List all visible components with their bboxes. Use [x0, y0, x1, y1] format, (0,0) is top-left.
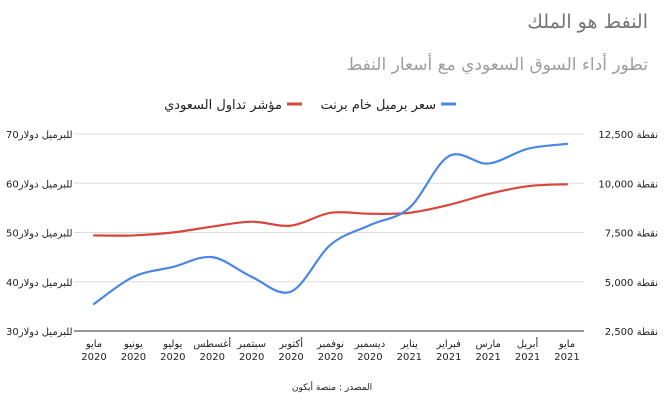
right-tick-label: 10,000 نقطة — [598, 179, 658, 190]
x-tick-label-year: 2020 — [278, 352, 303, 363]
series-line-brent — [92, 142, 569, 306]
x-tick-label-month: مايو — [558, 339, 575, 350]
x-tick-label-month: مايو — [85, 339, 102, 350]
legend-label-brent: سعر برميل خام برنت — [321, 98, 436, 113]
x-tick-label-year: 2020 — [200, 352, 225, 363]
plot-area — [92, 142, 569, 306]
x-tick-label-year: 2020 — [239, 352, 264, 363]
x-tick-label-month: يوليو — [162, 339, 182, 350]
left-axis: للبرميل دولار30 للبرميل دولار40 للبرميل دو… — [6, 130, 73, 338]
x-tick-label-month: أبريل — [517, 337, 539, 350]
x-tick-label-year: 2020 — [160, 352, 185, 363]
x-tick-label-month: سبتمبر — [236, 339, 266, 350]
legend-label-tasi: مؤشر تداول السعودي — [164, 98, 282, 113]
right-tick-label: 12,500 نقطة — [598, 130, 658, 141]
legend-item-brent: سعر برميل خام برنت — [321, 98, 456, 113]
x-tick-label-month: يناير — [400, 339, 418, 350]
x-tick-label-month: فبراير — [436, 339, 462, 350]
x-tick-label-year: 2020 — [357, 352, 382, 363]
right-tick-label: 5,000 نقطة — [605, 278, 658, 289]
right-tick-label: 2,500 نقطة — [605, 327, 658, 338]
gridlines — [74, 133, 584, 283]
x-tick-label-month: ديسمبر — [354, 339, 385, 350]
right-axis: 2,500 نقطة 5,000 نقطة 7,500 نقطة 10,000 نقط… — [598, 130, 658, 338]
x-tick-label-year: 2021 — [554, 352, 579, 363]
x-tick-label-month: نوفمبر — [316, 339, 344, 350]
legend-item-tasi: مؤشر تداول السعودي — [164, 98, 302, 113]
series-line-tasi — [92, 183, 569, 237]
left-tick-label: للبرميل دولار40 — [6, 278, 73, 289]
x-tick-label-year: 2020 — [318, 352, 343, 363]
left-tick-label: للبرميل دولار30 — [6, 327, 73, 338]
x-tick-label-month: مارس — [475, 339, 500, 350]
left-tick-label: للبرميل دولار50 — [6, 229, 73, 240]
right-tick-label: 7,500 نقطة — [605, 229, 658, 240]
x-tick-label-month: أغسطس — [193, 337, 231, 350]
x-tick-label-year: 2021 — [515, 352, 540, 363]
x-tick-label-year: 2020 — [81, 352, 106, 363]
x-tick-label-month: يونيو — [123, 339, 143, 350]
left-tick-label: للبرميل دولار60 — [6, 179, 73, 190]
source-note: المصدر : منصة أيكون — [292, 381, 372, 393]
x-tick-label-year: 2021 — [436, 352, 461, 363]
x-tick-label-year: 2020 — [121, 352, 146, 363]
x-tick-label-year: 2021 — [397, 352, 422, 363]
x-axis: مايو 2020 يونيو 2020 يوليو 2020 أغسطس 2020 سبتمب… — [81, 337, 579, 363]
x-tick-label-year: 2021 — [475, 352, 500, 363]
legend: سعر برميل خام برنت مؤشر تداول السعودي — [164, 98, 456, 113]
chart-subtitle: تطور أداء السوق السعودي مع أسعار النفط — [346, 53, 648, 75]
left-tick-label: للبرميل دولار70 — [6, 130, 73, 141]
chart-title: النفط هو الملك — [527, 11, 648, 33]
x-tick-label-month: أكتوبر — [278, 337, 303, 350]
